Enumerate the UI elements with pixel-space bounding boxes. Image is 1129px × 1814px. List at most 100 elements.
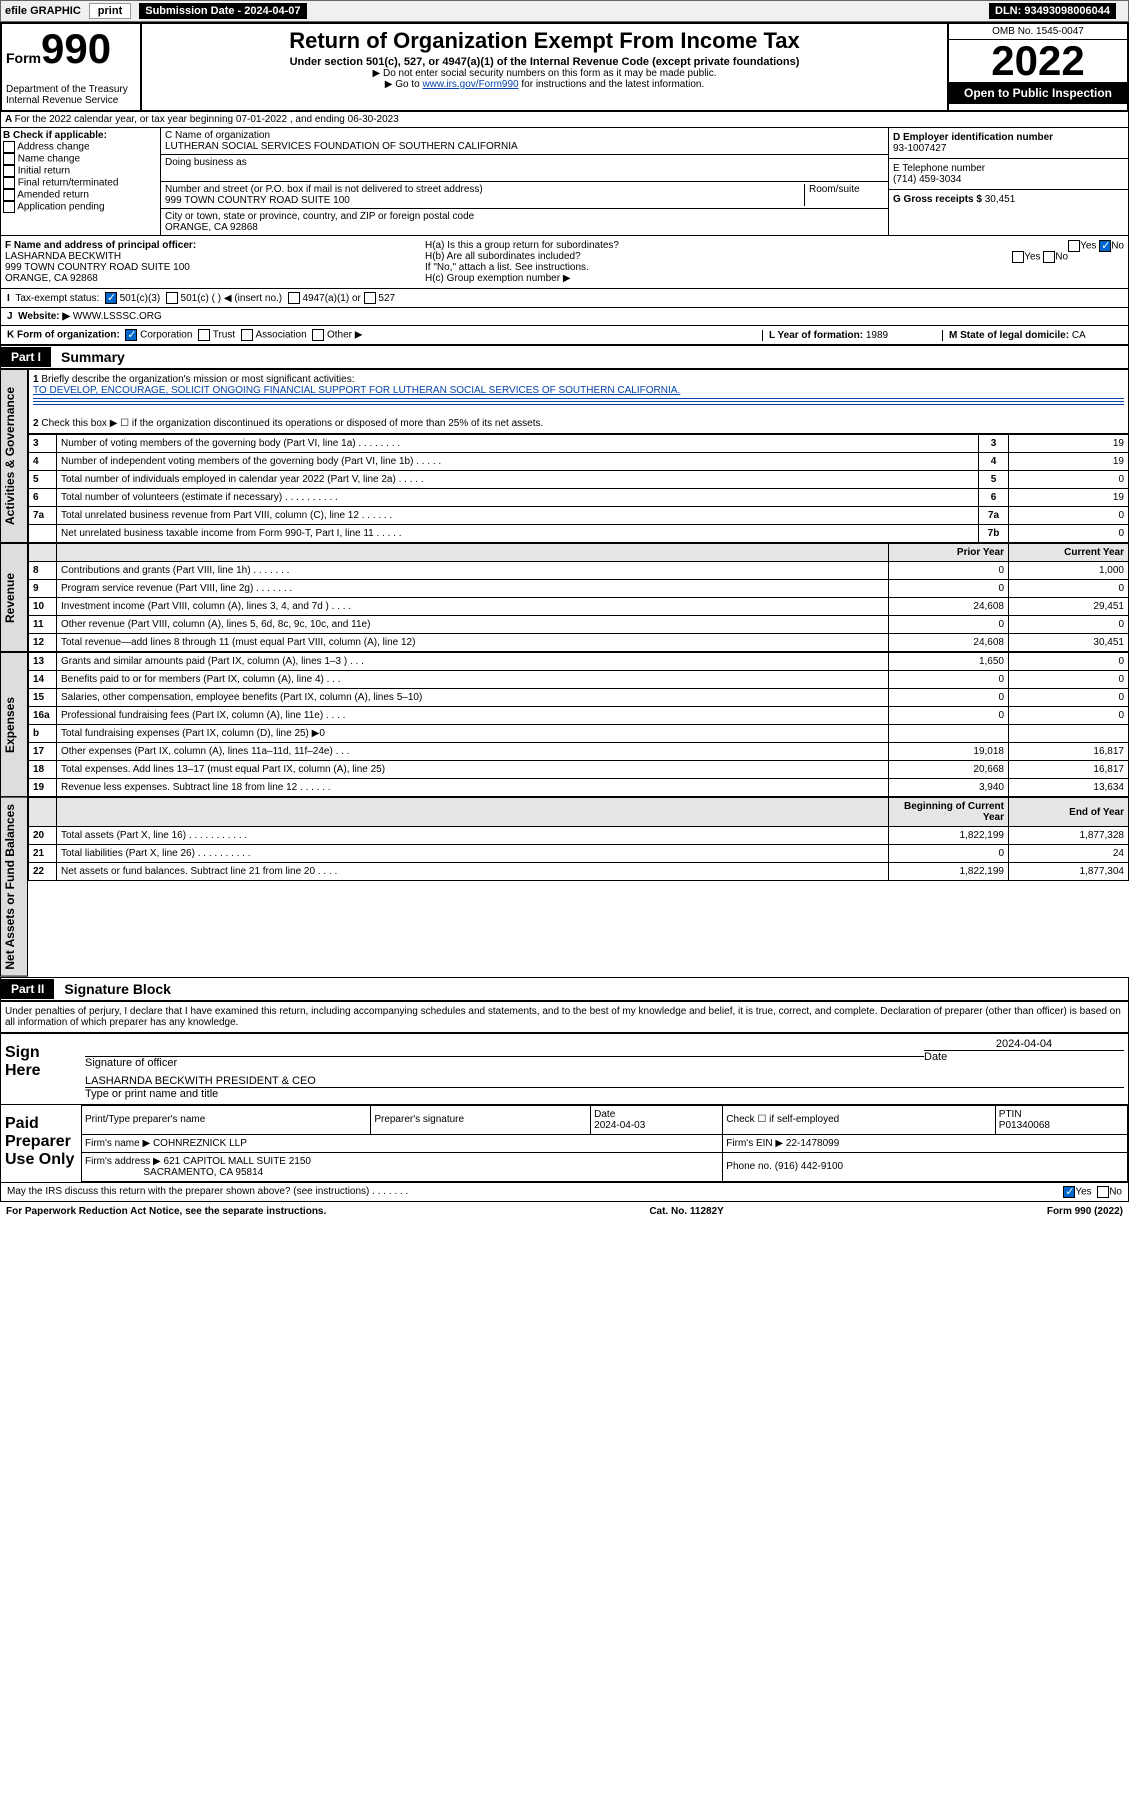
gov-tab: Activities & Governance [0, 369, 28, 543]
line-a-text: For the 2022 calendar year, or tax year … [15, 114, 399, 125]
col-c: C Name of organizationLUTHERAN SOCIAL SE… [161, 128, 888, 235]
ein-label: D Employer identification number [893, 132, 1053, 143]
officer-name: LASHARNDA BECKWITH [5, 251, 121, 262]
type-name-label: Type or print name and title [85, 1088, 218, 1100]
form-number: 990 [41, 25, 111, 72]
m-label: M State of legal domicile: [949, 330, 1069, 341]
hb-note: If "No," attach a list. See instructions… [425, 262, 1124, 273]
cb-name[interactable]: Name change [3, 153, 158, 165]
footer: For Paperwork Reduction Act Notice, see … [0, 1202, 1129, 1221]
tax-year: 2022 [949, 40, 1127, 82]
sign-date: 2024-04-04 [924, 1038, 1124, 1050]
section-bcd: B Check if applicable: Address change Na… [0, 128, 1129, 236]
street: 999 TOWN COUNTRY ROAD SUITE 100 [165, 195, 350, 206]
py-hdr: Prior Year [957, 547, 1004, 558]
irs-link[interactable]: www.irs.gov/Form990 [422, 79, 518, 90]
exp-tab: Expenses [0, 652, 28, 797]
rev-table: Prior YearCurrent Year 8Contributions an… [28, 543, 1129, 652]
cb-final[interactable]: Final return/terminated [3, 177, 158, 189]
print-button[interactable]: print [89, 3, 131, 19]
section-fh: F Name and address of principal officer:… [0, 236, 1129, 289]
k-label: K Form of organization: [7, 330, 120, 341]
cb-address[interactable]: Address change [3, 141, 158, 153]
gross-label: G Gross receipts $ [893, 194, 982, 205]
sign-here-label: Sign Here [1, 1034, 81, 1104]
part-i-label: Part I [1, 347, 51, 367]
part-ii-label: Part II [1, 979, 54, 999]
penalty-text: Under penalties of perjury, I declare th… [0, 1001, 1129, 1033]
cb-corp[interactable] [125, 329, 137, 341]
q2-text: Check this box ▶ ☐ if the organization d… [41, 418, 543, 429]
form-title: Return of Organization Exempt From Incom… [146, 28, 943, 54]
paid-prep-label: Paid Preparer Use Only [1, 1105, 81, 1182]
cb-assoc[interactable] [241, 329, 253, 341]
gov-table: 3Number of voting members of the governi… [28, 434, 1129, 543]
col-deg: D Employer identification number93-10074… [888, 128, 1128, 235]
firm-name: COHNREZNICK LLP [153, 1138, 247, 1149]
irs-label: Internal Revenue Service [6, 95, 136, 106]
cb-501c3[interactable] [105, 292, 117, 304]
gross-receipts: 30,451 [985, 194, 1016, 205]
cb-4947[interactable] [288, 292, 300, 304]
na-tab: Net Assets or Fund Balances [0, 797, 28, 977]
website-label: Website: ▶ [18, 311, 70, 322]
summary-title: Summary [51, 346, 135, 368]
org-name: LUTHERAN SOCIAL SERVICES FOUNDATION OF S… [165, 141, 518, 152]
mission-text[interactable]: TO DEVELOP, ENCOURAGE, SOLICIT ONGOING F… [33, 385, 680, 396]
exp-table: 13Grants and similar amounts paid (Part … [28, 652, 1129, 797]
officer-name-title: LASHARNDA BECKWITH PRESIDENT & CEO [85, 1075, 316, 1087]
cy-hdr: Current Year [1064, 547, 1124, 558]
officer-city: ORANGE, CA 92868 [5, 273, 98, 284]
prep-name-hdr: Print/Type preparer's name [82, 1105, 371, 1134]
top-bar: efile GRAPHIC print Submission Date - 20… [0, 0, 1129, 22]
prep-sig-hdr: Preparer's signature [371, 1105, 591, 1134]
cb-pending[interactable]: Application pending [3, 201, 158, 213]
cb-527[interactable] [364, 292, 376, 304]
cb-other[interactable] [312, 329, 324, 341]
form-header: Form990 Department of the Treasury Inter… [0, 22, 1129, 112]
na-table: Beginning of Current YearEnd of Year 20T… [28, 797, 1129, 881]
submission-date: Submission Date - 2024-04-07 [139, 3, 306, 19]
self-emp-check[interactable]: Check ☐ if self-employed [723, 1105, 995, 1134]
may-no[interactable] [1097, 1186, 1109, 1198]
ein: 93-1007427 [893, 143, 946, 154]
sign-here-row: Sign Here Signature of officer2024-04-04… [0, 1033, 1129, 1105]
ptin: P01340068 [999, 1120, 1050, 1131]
rev-tab: Revenue [0, 543, 28, 652]
part-i-header: Part ISummary [0, 345, 1129, 369]
firm-ein: 22-1478099 [786, 1138, 839, 1149]
year-formed: 1989 [866, 330, 888, 341]
expenses-section: Expenses 13Grants and similar amounts pa… [0, 652, 1129, 797]
city: ORANGE, CA 92868 [165, 222, 258, 233]
l-label: L Year of formation: [769, 330, 863, 341]
part-ii-header: Part IISignature Block [0, 977, 1129, 1001]
subtitle-2: ▶ Do not enter social security numbers o… [146, 68, 943, 79]
sig-title: Signature Block [54, 978, 181, 1000]
phone: (714) 459-3034 [893, 174, 961, 185]
line-klm: K Form of organization: Corporation Trus… [0, 326, 1129, 345]
subtitle-1: Under section 501(c), 527, or 4947(a)(1)… [290, 56, 800, 68]
firm-addr: 621 CAPITOL MALL SUITE 2150 [164, 1156, 311, 1167]
cb-initial[interactable]: Initial return [3, 165, 158, 177]
officer-addr: 999 TOWN COUNTRY ROAD SUITE 100 [5, 262, 190, 273]
domicile: CA [1072, 330, 1086, 341]
form-small: Form [6, 50, 41, 66]
city-label: City or town, state or province, country… [165, 211, 474, 222]
prep-table: Print/Type preparer's namePreparer's sig… [81, 1105, 1128, 1182]
may-yes[interactable] [1063, 1186, 1075, 1198]
suite-label: Room/suite [804, 184, 884, 206]
may-question: May the IRS discuss this return with the… [7, 1186, 408, 1197]
cb-501c[interactable] [166, 292, 178, 304]
may-discuss-row: May the IRS discuss this return with the… [0, 1183, 1129, 1202]
col-b: B Check if applicable: Address change Na… [1, 128, 161, 235]
date-label: Date [924, 1051, 947, 1063]
c-name-label: C Name of organization [165, 130, 270, 141]
cb-trust[interactable] [198, 329, 210, 341]
revenue-section: Revenue Prior YearCurrent Year 8Contribu… [0, 543, 1129, 652]
bcy-hdr: Beginning of Current Year [904, 801, 1004, 823]
dba-label: Doing business as [165, 157, 247, 168]
open-inspection: Open to Public Inspection [949, 82, 1127, 104]
line-j: J Website: ▶ WWW.LSSSC.ORG [0, 308, 1129, 326]
hc-label: H(c) Group exemption number ▶ [425, 273, 1124, 284]
cb-amended[interactable]: Amended return [3, 189, 158, 201]
